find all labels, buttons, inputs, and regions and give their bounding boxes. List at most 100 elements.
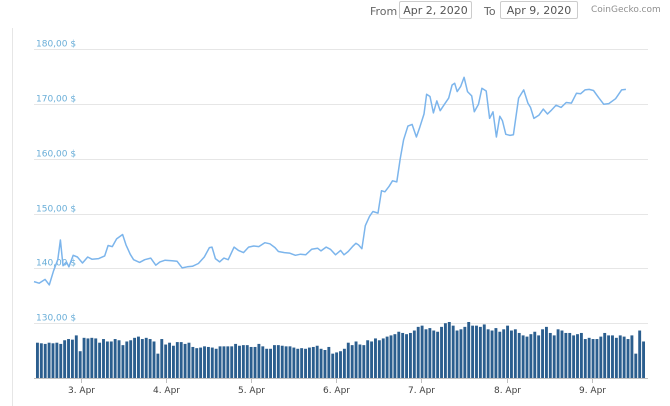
volume-bar — [362, 345, 366, 378]
volume-bar — [105, 341, 109, 378]
volume-bar — [634, 353, 638, 378]
volume-bar — [440, 326, 443, 378]
volume-bar — [537, 335, 541, 378]
volume-bar — [265, 348, 269, 378]
volume-bar — [148, 339, 152, 378]
volume-bar — [478, 326, 482, 378]
y-tick-label: 160,00 $ — [36, 150, 76, 160]
volume-bar — [300, 348, 304, 378]
volume-bar — [214, 348, 218, 378]
volume-bar — [599, 336, 603, 378]
x-tick-label: 3. Apr — [68, 386, 95, 396]
y-tick-label: 180,00 $ — [36, 40, 76, 50]
volume-bar — [238, 345, 241, 378]
volume-bar — [560, 330, 564, 378]
volume-bar — [556, 329, 560, 378]
volume-bar — [614, 337, 618, 378]
volume-bar — [113, 339, 117, 378]
volume-bar — [133, 337, 137, 378]
volume-bar — [591, 339, 595, 378]
volume-bar — [171, 345, 175, 378]
volume-bar — [370, 341, 374, 378]
volume-bar — [482, 324, 486, 378]
volume-bar — [397, 331, 401, 378]
volume-bar — [350, 345, 354, 378]
volume-bar — [203, 346, 206, 378]
volume-bar — [572, 335, 576, 378]
volume-bar — [533, 331, 537, 378]
volume-bar — [210, 347, 214, 378]
volume-bar — [94, 338, 98, 378]
volume-bar — [179, 342, 183, 378]
volume-bar — [408, 332, 412, 378]
volume-bar — [273, 345, 276, 378]
volume-bar — [498, 331, 502, 378]
volume-bar — [63, 340, 67, 378]
volume-bar — [544, 326, 548, 378]
x-tick-label: 6. Apr — [323, 386, 350, 396]
from-date-input[interactable]: Apr 2, 2020 — [399, 1, 472, 19]
volume-bar — [206, 346, 210, 378]
x-tick-label: 9. Apr — [579, 386, 606, 396]
x-tick-label: 4. Apr — [153, 386, 180, 396]
volume-bar — [245, 345, 249, 378]
volume-bar — [510, 330, 513, 378]
volume-bar — [611, 335, 614, 378]
volume-bar — [354, 341, 358, 378]
volume-bar — [642, 341, 645, 378]
volume-bar — [39, 343, 43, 378]
volume-bar — [377, 340, 381, 378]
volume-bar — [622, 336, 626, 378]
volume-bar — [121, 345, 125, 378]
x-tick-label: 7. Apr — [408, 386, 435, 396]
volume-bar — [311, 346, 315, 378]
volume-bar — [59, 343, 63, 378]
volume-bar — [327, 346, 331, 378]
volume-bar — [467, 322, 471, 378]
date-range-selector: From Apr 2, 2020 To Apr 9, 2020 CoinGeck… — [0, 0, 670, 26]
volume-bar — [564, 332, 568, 378]
volume-bar — [595, 339, 599, 378]
volume-bar — [156, 353, 160, 378]
volume-bar — [249, 346, 253, 378]
volume-bar — [401, 332, 405, 378]
volume-bar — [269, 348, 273, 378]
volume-bar — [222, 346, 226, 378]
x-tick-label: 8. Apr — [494, 386, 521, 396]
volume-bar — [424, 329, 428, 378]
volume-bar — [517, 332, 521, 378]
volume-bar — [117, 340, 121, 378]
volume-bar — [102, 339, 105, 378]
volume-bar — [638, 330, 642, 378]
volume-bar — [261, 346, 265, 378]
volume-bar — [241, 345, 245, 378]
volume-bar — [164, 344, 168, 378]
volume-bar — [51, 343, 55, 378]
volume-bar — [618, 335, 622, 378]
volume-bar — [280, 345, 284, 378]
volume-bar — [339, 351, 342, 378]
volume-bar — [405, 334, 408, 378]
volume-bar — [234, 343, 238, 378]
volume-bar — [494, 328, 498, 378]
volume-bar — [416, 326, 420, 378]
volume-bar — [428, 328, 432, 378]
volume-bar — [284, 346, 288, 378]
volume-bar — [137, 336, 140, 378]
to-date-input[interactable]: Apr 9, 2020 — [500, 1, 578, 19]
price-line — [33, 76, 626, 286]
volume-bar — [374, 338, 377, 378]
volume-bar — [90, 337, 94, 378]
volume-bar — [583, 339, 587, 378]
volume-bar — [626, 339, 630, 378]
volume-bar — [529, 334, 533, 378]
volume-bar — [447, 322, 451, 378]
volume-bar — [276, 345, 280, 378]
volume-bar — [385, 336, 389, 378]
volume-bar — [195, 348, 199, 378]
volume-bar — [140, 339, 144, 378]
volume-bar — [432, 330, 436, 378]
coingecko-credit[interactable]: CoinGecko.com — [591, 5, 661, 15]
